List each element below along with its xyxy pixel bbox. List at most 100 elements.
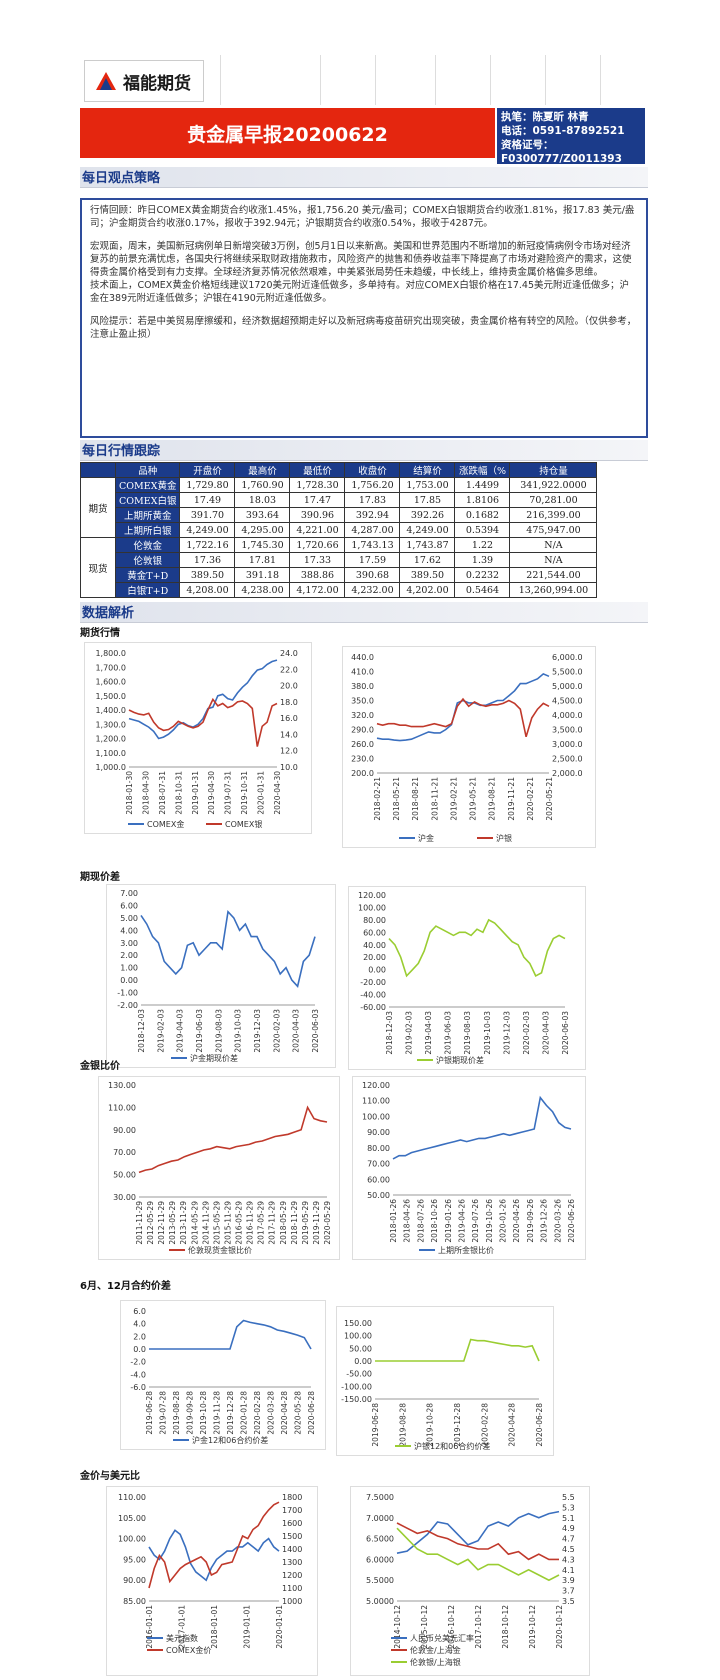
x-tick-label: 2019-06-03 xyxy=(444,1011,453,1055)
x-tick-label: 2020-01-28 xyxy=(240,1391,249,1435)
y2-tick-label: 18.0 xyxy=(280,698,298,707)
table-cell: 1,760.90 xyxy=(234,477,291,493)
series-line-red xyxy=(138,1105,328,1174)
x-tick-label: 2020-01-26 xyxy=(499,1199,508,1243)
y-tick-label: 440.0 xyxy=(351,653,374,662)
table-row: COMEX白银 17.49 18.03 17.47 17.83 17.85 1.8106 70… xyxy=(81,492,598,508)
table-row: 白银T+D 4,208.00 4,238.00 4,172.00 4,232.00 4,2… xyxy=(81,582,598,598)
y-tick-label: 6.00 xyxy=(120,901,138,910)
y2-tick-label: 4.3 xyxy=(562,1555,575,1564)
y2-tick-label: 1100 xyxy=(282,1584,302,1593)
x-tick-label: 2013-05-29 xyxy=(168,1201,177,1245)
x-tick-label: 2019-04-26 xyxy=(457,1199,466,1243)
y2-tick-label: 1200 xyxy=(282,1571,302,1580)
x-tick-label: 2018-10-26 xyxy=(430,1199,439,1243)
y2-tick-label: 4.5 xyxy=(562,1545,575,1554)
x-tick-label: 2020-02-03 xyxy=(522,1011,531,1055)
table-cell: 475,947.00 xyxy=(509,522,598,538)
y-tick-label: 5.0000 xyxy=(366,1597,394,1606)
chart-gold-basis: 7.00 6.00 5.00 4.00 3.00 2.00 1.00 0.00 -1.00 -2.… xyxy=(106,884,336,1068)
x-tick-label: 2019-02-03 xyxy=(405,1011,414,1055)
series-line-red xyxy=(128,697,278,747)
x-tick-label: 2020-01-01 xyxy=(275,1605,284,1649)
table-cell: 17.49 xyxy=(179,492,236,508)
table-cell: 1.8106 xyxy=(454,492,511,508)
analyst: 执笔：陈夏昕 林青 xyxy=(501,111,589,123)
table-row-label: 黄金T+D xyxy=(114,567,181,583)
y-tick-label: 320.0 xyxy=(351,711,374,720)
x-tick-label: 2019-08-21 xyxy=(488,777,497,821)
table-cell: 17.36 xyxy=(179,552,236,568)
y2-tick-label: 12.0 xyxy=(280,747,298,756)
x-tick-label: 2020-05-28 xyxy=(294,1391,303,1435)
table-cell: 392.26 xyxy=(399,507,456,523)
x-tick-label: 2014-11-29 xyxy=(201,1201,210,1245)
x-tick-label: 2012-05-29 xyxy=(146,1201,155,1245)
legend-label: COMEX金 xyxy=(147,819,184,829)
y-tick-label: 95.00 xyxy=(123,1555,146,1564)
y-tick-label: -100.00 xyxy=(341,1382,372,1391)
x-tick-label: 2019-02-21 xyxy=(449,777,458,821)
x-tick-label: 2019-01-26 xyxy=(444,1199,453,1243)
cert-number: F0300777/Z0011393 xyxy=(501,153,622,165)
x-tick-label: 2017-01-01 xyxy=(178,1605,187,1649)
x-tick-label: 2016-10-12 xyxy=(447,1605,456,1649)
table-row-label: 伦敦金 xyxy=(114,537,181,553)
legend-label: 沪金期现价差 xyxy=(190,1053,238,1063)
y-tick-label: 100.00 xyxy=(118,1535,146,1544)
x-tick-label: 2015-11-29 xyxy=(223,1201,232,1245)
y2-tick-label: 22.0 xyxy=(280,665,298,674)
table-header: 结算价 xyxy=(399,462,456,478)
y-tick-label: 1,200.0 xyxy=(95,735,126,744)
table-header: 最低价 xyxy=(289,462,346,478)
header-gridlines xyxy=(80,55,648,105)
x-tick-label: 2019-12-03 xyxy=(502,1011,511,1055)
table-cell: 341,922.0000 xyxy=(509,477,598,493)
y-tick-label: -1.00 xyxy=(117,989,138,998)
table-cell: 17.81 xyxy=(234,552,291,568)
y-tick-label: 3.00 xyxy=(120,939,138,948)
y-tick-label: 60.00 xyxy=(363,928,386,937)
table-cell: 1,720.66 xyxy=(289,537,346,553)
table-cell: 1,756.20 xyxy=(344,477,401,493)
chart-london-ratio: 130.00 110.00 90.00 70.00 50.00 30.002011-11-… xyxy=(98,1076,340,1260)
x-tick-label: 2019-12-26 xyxy=(540,1199,549,1243)
x-tick-label: 2019-07-31 xyxy=(224,771,233,815)
table-cell: 1.39 xyxy=(454,552,511,568)
y-tick-label: 1,600.0 xyxy=(95,678,126,687)
legend-label: 人民币兑美元汇率 xyxy=(410,1633,474,1643)
y2-tick-label: 3.9 xyxy=(562,1576,575,1585)
x-tick-label: 2018-01-01 xyxy=(210,1605,219,1649)
table-header-blank xyxy=(80,462,116,478)
table-cell: 216,399.00 xyxy=(509,507,598,523)
y2-tick-label: 6,000.0 xyxy=(552,653,583,662)
subtitle-futures: 期货行情 xyxy=(80,628,120,639)
x-tick-label: 2019-04-03 xyxy=(424,1011,433,1055)
y2-tick-label: 1000 xyxy=(282,1597,302,1606)
legend-label: 沪金12和06合约价差 xyxy=(192,1435,268,1445)
y-tick-label: -40.00 xyxy=(360,991,386,1000)
legend-label: 伦敦金/上海金 xyxy=(410,1645,461,1655)
x-tick-label: 2020-04-28 xyxy=(280,1391,289,1435)
legend-label: COMEX银 xyxy=(225,819,262,829)
x-tick-label: 2020-01-31 xyxy=(257,771,266,815)
table-row: 黄金T+D 389.50 391.18 388.86 390.68 389.50 0.223… xyxy=(81,567,598,583)
x-tick-label: 2019-06-03 xyxy=(195,1009,204,1053)
y2-tick-label: 10.0 xyxy=(280,763,298,772)
y2-tick-label: 16.0 xyxy=(280,714,298,723)
x-tick-label: 2020-02-03 xyxy=(272,1009,281,1053)
x-tick-label: 2020-03-28 xyxy=(267,1391,276,1435)
series-line-blue xyxy=(376,672,550,742)
y-tick-label: 100.00 xyxy=(344,1332,372,1341)
contact-box: 执笔：陈夏昕 林青 电话：0591-87892521 资格证号： F030077… xyxy=(497,108,645,165)
x-tick-label: 2020-06-28 xyxy=(535,1403,544,1447)
series-line-red xyxy=(396,1522,559,1561)
x-tick-label: 2019-10-31 xyxy=(240,771,249,815)
y2-tick-label: 3.7 xyxy=(562,1587,575,1596)
table-group-label: 现货 xyxy=(80,537,116,598)
y-tick-label: 7.5000 xyxy=(366,1493,394,1502)
x-tick-label: 2019-10-12 xyxy=(528,1605,537,1649)
y-tick-label: 7.00 xyxy=(120,889,138,898)
subtitle-spread: 6月、12月合约价差 xyxy=(80,1281,171,1292)
x-tick-label: 2018-04-30 xyxy=(141,771,150,815)
